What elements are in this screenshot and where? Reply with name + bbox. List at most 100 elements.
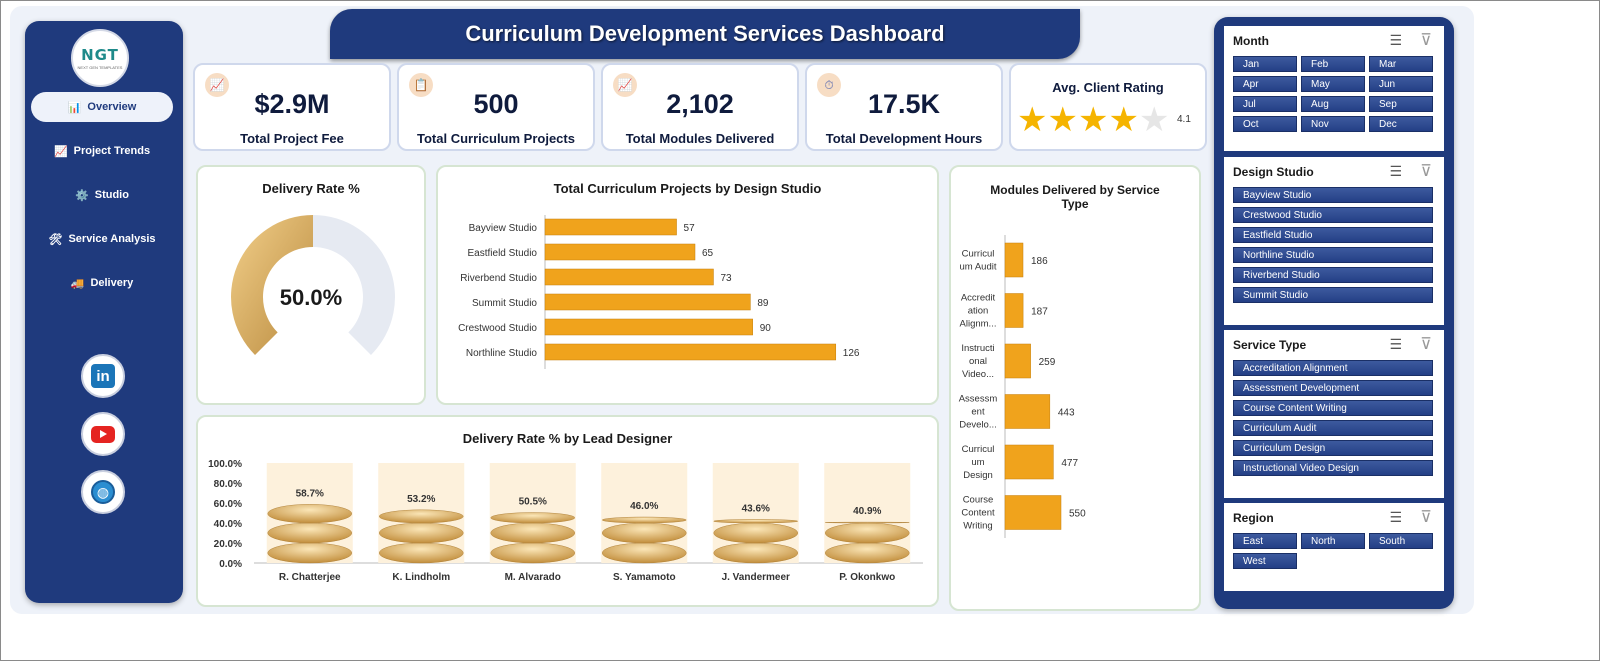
slicer-option[interactable]: Feb (1301, 56, 1365, 72)
kpi-card-development-hours: ⏱ 17.5K Total Development Hours (805, 63, 1003, 151)
category-label: Instructi (961, 343, 994, 354)
slicer-option[interactable]: North (1301, 533, 1365, 549)
youtube-button[interactable] (81, 412, 125, 456)
category-label: Develo... (959, 420, 997, 431)
coin-segment (713, 519, 798, 524)
slicer-design-studio: Design Studio ☰ ⊽ Bayview Studio Crestwoo… (1224, 157, 1444, 325)
tools-icon: 🛠 (48, 233, 63, 246)
coin-segment (713, 542, 798, 564)
data-label: 58.7% (296, 488, 324, 499)
slicer-option[interactable]: May (1301, 76, 1365, 92)
data-label: 90 (760, 323, 772, 334)
clear-filter-icon[interactable]: ⊽ (1420, 509, 1432, 526)
slicer-option[interactable]: Summit Studio (1233, 287, 1433, 303)
star-icon: ★ (1108, 101, 1139, 139)
slicer-option[interactable]: Accreditation Alignment (1233, 360, 1433, 376)
slicer-option[interactable]: Curriculum Audit (1233, 420, 1433, 436)
bar (544, 268, 714, 286)
chart-title: Delivery Rate % by Lead Designer (462, 431, 673, 446)
slicer-option[interactable]: East (1233, 533, 1297, 549)
slicer-option[interactable]: West (1233, 553, 1297, 569)
data-label: 89 (757, 298, 769, 309)
slicer-option[interactable]: Jun (1369, 76, 1433, 92)
studio-chart-panel: Total Curriculum Projects by Design Stud… (436, 165, 939, 405)
page-title: Curriculum Development Services Dashboar… (465, 21, 945, 46)
linkedin-button[interactable]: in (81, 354, 125, 398)
slicer-option[interactable]: Bayview Studio (1233, 187, 1433, 203)
nav-overview[interactable]: 📊 Overview (31, 92, 173, 122)
slicer-option[interactable]: South (1369, 533, 1433, 549)
clear-filter-icon[interactable]: ⊽ (1420, 163, 1432, 180)
nav-service-analysis[interactable]: 🛠 Service Analysis (31, 224, 173, 254)
bar (1004, 444, 1054, 480)
category-label: ent (971, 407, 985, 418)
kpi-card-project-fee: 📈 $2.9M Total Project Fee (193, 63, 391, 151)
slicer-option[interactable]: Riverbend Studio (1233, 267, 1433, 283)
slicer-option[interactable]: Jul (1233, 96, 1297, 112)
data-label: 443 (1058, 408, 1075, 419)
slicer-option[interactable]: Northline Studio (1233, 247, 1433, 263)
stopwatch-icon: ⏱ (817, 73, 841, 97)
coin-segment (825, 522, 910, 544)
brand-logo: NGT NEXT GEN TEMPLATES (71, 29, 129, 87)
slicer-option[interactable]: Crestwood Studio (1233, 207, 1433, 223)
data-label: 126 (843, 348, 860, 359)
category-label: Design (963, 470, 993, 481)
slicer-option[interactable]: Instructional Video Design (1233, 460, 1433, 476)
bar (1004, 242, 1024, 278)
slicer-option[interactable]: Sep (1369, 96, 1433, 112)
slicer-option[interactable]: Assessment Development (1233, 380, 1433, 396)
star-icon: ★ (1047, 101, 1078, 139)
kpi-label: Total Modules Delivered (625, 131, 775, 146)
slicer-title: Design Studio (1233, 165, 1314, 179)
designer-bar-chart: 100.0% 80.0% 60.0% 40.0% 20.0% 0.0% 58.7% R. Ch… (208, 459, 923, 583)
data-label: 43.6% (742, 503, 770, 514)
slicer-option[interactable]: Mar (1369, 56, 1433, 72)
chart-title: Modules Delivered by Service Type (990, 183, 1160, 211)
nav-project-trends[interactable]: 📈 Project Trends (31, 136, 173, 166)
chart-icon: 📈 (613, 73, 637, 97)
category-label: Northline Studio (466, 348, 538, 359)
coin-segment (490, 522, 575, 544)
clear-filter-icon[interactable]: ⊽ (1420, 336, 1432, 353)
slicer-option[interactable]: Curriculum Design (1233, 440, 1433, 456)
slicer-option[interactable]: Nov (1301, 116, 1365, 132)
coin-segment (602, 516, 687, 524)
multi-select-icon[interactable]: ☰ (1389, 509, 1402, 525)
slicer-option[interactable]: Apr (1233, 76, 1297, 92)
nav-studio[interactable]: ⚙️ Studio (31, 180, 173, 210)
slicer-month: Month ☰ ⊽ Jan Feb Mar Apr May Jun Jul Aug Sep Oct… (1224, 26, 1444, 151)
panel-title: Delivery Rate % (262, 181, 360, 196)
chart-title: Total Curriculum Projects by Design Stud… (553, 181, 822, 196)
gauge-track (313, 215, 395, 355)
multi-select-icon[interactable]: ☰ (1389, 32, 1402, 48)
website-button[interactable]: ◍ (81, 470, 125, 514)
coin-segment (602, 522, 687, 544)
coin-segment (267, 542, 352, 564)
truck-icon: 🚚 (70, 277, 85, 290)
slicer-option[interactable]: Aug (1301, 96, 1365, 112)
slicer-option[interactable]: Course Content Writing (1233, 400, 1433, 416)
star-icon: ★ (1017, 101, 1048, 139)
category-label: Video... (962, 369, 994, 380)
category-label: um Audit (960, 262, 997, 273)
data-label: 65 (702, 248, 714, 259)
bar (1004, 293, 1024, 328)
slicer-option[interactable]: Oct (1233, 116, 1297, 132)
multi-select-icon[interactable]: ☰ (1389, 336, 1402, 352)
bar (544, 318, 753, 336)
kpi-card-client-rating: Avg. Client Rating ★ ★ ★ ★ ★ 4.1 (1009, 63, 1207, 151)
slicer-option[interactable]: Dec (1369, 116, 1433, 132)
multi-select-icon[interactable]: ☰ (1389, 163, 1402, 179)
category-label: Curricul (962, 444, 995, 455)
coin-segment (379, 509, 464, 524)
slicer-option[interactable]: Eastfield Studio (1233, 227, 1433, 243)
service-bar-chart: Curricul um Audit 186 Accredit ation Alignm..… (959, 235, 1086, 538)
data-label: 50.5% (519, 497, 547, 508)
clear-filter-icon[interactable]: ⊽ (1420, 32, 1432, 49)
bar-chart-icon: 📊 (67, 101, 82, 114)
slicer-option[interactable]: Jan (1233, 56, 1297, 72)
kpi-value: 2,102 (666, 89, 734, 119)
nav-delivery[interactable]: 🚚 Delivery (31, 268, 173, 298)
